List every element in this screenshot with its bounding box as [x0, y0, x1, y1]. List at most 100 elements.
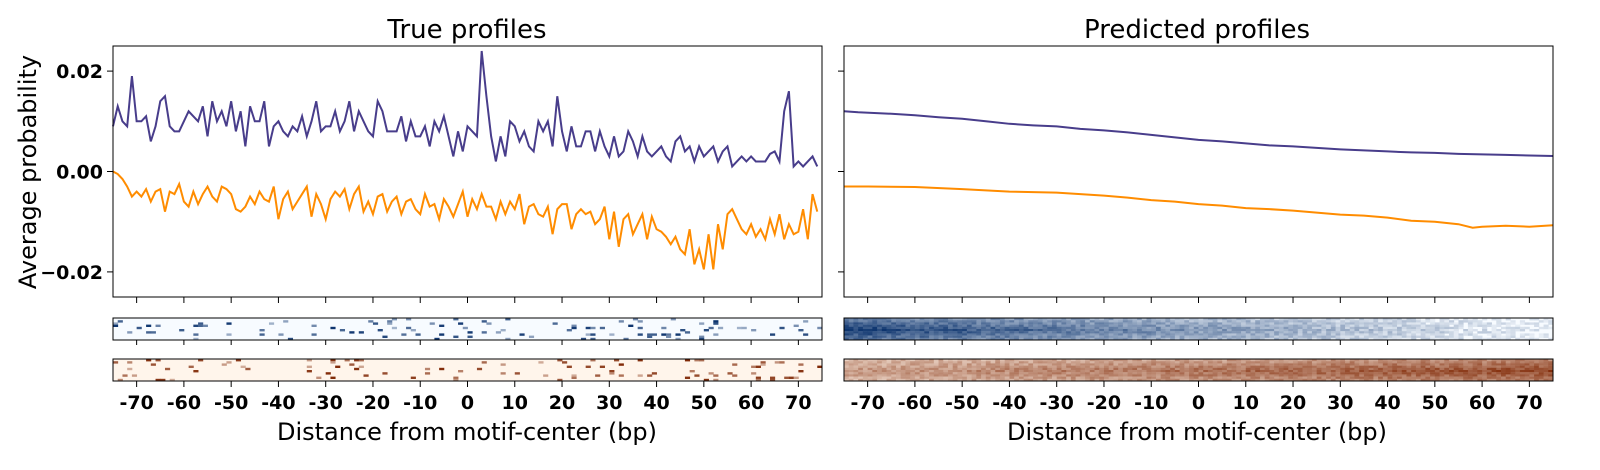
left-y-axis: 0.020.00−0.02: [40, 61, 113, 284]
heatmap-cell: [1359, 363, 1365, 366]
x-tick-label: -40: [261, 392, 295, 414]
heatmap-cell: [1363, 337, 1370, 341]
heatmap-cell: [1345, 318, 1351, 321]
heatmap-cell: [1014, 331, 1020, 334]
heatmap-cell: [1392, 318, 1398, 321]
heatmap-cell: [1085, 320, 1091, 323]
heatmap-cell: [981, 370, 987, 373]
heatmap-cell: [193, 370, 199, 373]
heatmap-cell: [1368, 329, 1374, 332]
heatmap-cell: [981, 378, 987, 382]
heatmap-cell: [1534, 361, 1540, 364]
heatmap-cell: [1425, 378, 1431, 382]
x-tick-label: 40: [1374, 392, 1400, 414]
heatmap-cell: [1411, 331, 1417, 334]
heatmap-cell: [1217, 372, 1223, 375]
heatmap-cell: [976, 329, 982, 332]
heatmap-cell: [1070, 374, 1077, 377]
heatmap-cell: [1118, 335, 1124, 338]
heatmap-cell: [1345, 337, 1351, 341]
heatmap-cell: [1037, 318, 1043, 321]
heatmap-cell: [1373, 370, 1379, 373]
heatmap-cell: [1515, 359, 1521, 362]
heatmap-cell: [910, 367, 916, 371]
heatmap-cell: [1501, 372, 1507, 375]
heatmap-cell: [1155, 331, 1162, 334]
heatmap-cell: [202, 324, 208, 327]
heatmap-cell: [1420, 337, 1426, 341]
heatmap-cell: [1023, 374, 1029, 377]
heatmap-cell: [1439, 374, 1445, 377]
heatmap-cell: [1066, 378, 1072, 382]
heatmap-cell: [900, 326, 906, 330]
heatmap-cell: [1297, 363, 1303, 366]
heatmap-cell: [844, 337, 850, 341]
heatmap-cell: [1170, 367, 1176, 371]
heatmap-cell: [1217, 378, 1223, 382]
heatmap-cell: [919, 374, 925, 377]
heatmap-cell: [1382, 324, 1388, 327]
heatmap-cell: [1193, 372, 1199, 375]
heatmap-cell: [1269, 337, 1275, 341]
heatmap-cell: [872, 363, 878, 366]
heatmap-cell: [1207, 320, 1214, 323]
heatmap-cell: [848, 376, 854, 379]
heatmap-cell: [966, 331, 973, 334]
heatmap-cell: [872, 324, 878, 327]
heatmap-cell: [1283, 335, 1289, 338]
heatmap-cell: [1231, 331, 1237, 334]
heatmap-cell: [1108, 329, 1114, 332]
heatmap-cell: [1080, 337, 1086, 341]
heatmap-cell: [1519, 367, 1526, 371]
heatmap-cell: [1269, 326, 1275, 330]
heatmap-cell: [675, 337, 681, 341]
heatmap-cell: [1023, 372, 1029, 375]
heatmap-cell: [1113, 331, 1119, 334]
heatmap-cell: [924, 363, 930, 366]
heatmap-cell: [1179, 322, 1185, 325]
heatmap-cell: [1198, 331, 1204, 334]
heatmap-cell: [1066, 324, 1072, 327]
heatmap-cell: [1179, 367, 1185, 371]
heatmap-cell: [1061, 365, 1067, 368]
heatmap-cell: [1406, 318, 1412, 321]
heatmap-cell: [1434, 329, 1440, 332]
heatmap-cell: [1425, 372, 1431, 375]
heatmap-cell: [1453, 361, 1459, 364]
heatmap-cell: [1014, 326, 1020, 330]
heatmap-cell: [1491, 370, 1497, 373]
heatmap-cell: [1085, 376, 1091, 379]
heatmap-cell: [1033, 376, 1039, 379]
heatmap-cell: [1037, 363, 1043, 366]
heatmap-cell: [1137, 376, 1143, 379]
heatmap-cell: [1070, 359, 1077, 362]
heatmap-cell: [1033, 322, 1039, 325]
heatmap-cell: [1132, 374, 1138, 377]
heatmap-cell: [976, 376, 982, 379]
heatmap-cell: [1122, 378, 1128, 382]
heatmap-cell: [1345, 363, 1351, 366]
heatmap-cell: [1496, 337, 1502, 341]
heatmap-cell: [1184, 359, 1190, 362]
heatmap-cell: [929, 363, 935, 366]
heatmap-cell: [1137, 370, 1143, 373]
heatmap-cell: [1349, 337, 1355, 341]
heatmap-cell: [363, 374, 369, 377]
heatmap-cell: [1222, 363, 1228, 366]
heatmap-cell: [853, 363, 859, 366]
heatmap-cell: [1042, 370, 1048, 373]
heatmap-cell: [1330, 372, 1336, 375]
heatmap-cell: [1505, 335, 1511, 338]
heatmap-cell: [1132, 329, 1138, 332]
heatmap-cell: [919, 378, 925, 382]
heatmap-cell: [1397, 378, 1403, 382]
heatmap-cell: [335, 365, 341, 368]
heatmap-cell: [1307, 372, 1313, 375]
heatmap-cell: [1018, 333, 1025, 336]
heatmap-cell: [1231, 367, 1237, 371]
heatmap-cell: [1056, 333, 1062, 336]
heatmap-cell: [1444, 359, 1450, 362]
heatmap-cell: [637, 333, 643, 336]
heatmap-cell: [1127, 320, 1133, 323]
heatmap-cell: [1524, 333, 1530, 336]
